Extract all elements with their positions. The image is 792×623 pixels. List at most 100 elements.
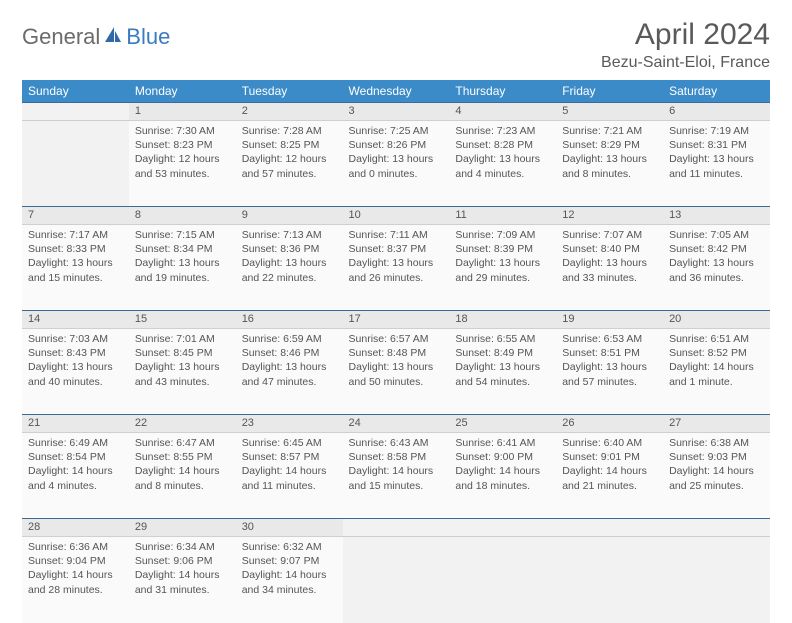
day-content-cell: Sunrise: 6:32 AMSunset: 9:07 PMDaylight:… [236, 537, 343, 623]
day-content-cell: Sunrise: 6:59 AMSunset: 8:46 PMDaylight:… [236, 329, 343, 415]
day-number-cell [556, 519, 663, 537]
day-content-cell: Sunrise: 6:45 AMSunset: 8:57 PMDaylight:… [236, 433, 343, 519]
daylight-line-1: Daylight: 13 hours [562, 256, 657, 270]
day-number-cell: 8 [129, 207, 236, 225]
sunrise-line: Sunrise: 6:36 AM [28, 540, 123, 554]
daylight-line-2: and 26 minutes. [349, 271, 444, 285]
content-row: Sunrise: 6:36 AMSunset: 9:04 PMDaylight:… [22, 537, 770, 623]
day-number-cell: 21 [22, 415, 129, 433]
sunrise-line: Sunrise: 6:40 AM [562, 436, 657, 450]
daylight-line-1: Daylight: 12 hours [135, 152, 230, 166]
day-number-cell: 6 [663, 103, 770, 121]
day-number-cell: 29 [129, 519, 236, 537]
day-header: Monday [129, 80, 236, 103]
day-number-cell: 30 [236, 519, 343, 537]
logo-text-blue: Blue [126, 24, 170, 50]
daylight-line-2: and 33 minutes. [562, 271, 657, 285]
day-content-cell: Sunrise: 6:43 AMSunset: 8:58 PMDaylight:… [343, 433, 450, 519]
sunset-line: Sunset: 8:33 PM [28, 242, 123, 256]
sunset-line: Sunset: 8:42 PM [669, 242, 764, 256]
day-header: Tuesday [236, 80, 343, 103]
day-number-cell: 18 [449, 311, 556, 329]
day-header: Thursday [449, 80, 556, 103]
daylight-line-2: and 15 minutes. [349, 479, 444, 493]
daylight-line-1: Daylight: 14 hours [28, 464, 123, 478]
daylight-line-1: Daylight: 13 hours [562, 360, 657, 374]
daylight-line-2: and 19 minutes. [135, 271, 230, 285]
sunset-line: Sunset: 8:55 PM [135, 450, 230, 464]
daylight-line-1: Daylight: 14 hours [28, 568, 123, 582]
daylight-line-1: Daylight: 13 hours [455, 152, 550, 166]
sunrise-line: Sunrise: 7:01 AM [135, 332, 230, 346]
day-content-cell [343, 537, 450, 623]
day-number-cell [449, 519, 556, 537]
day-number-cell: 15 [129, 311, 236, 329]
daylight-line-2: and 11 minutes. [669, 167, 764, 181]
daylight-line-2: and 50 minutes. [349, 375, 444, 389]
day-content-cell: Sunrise: 6:51 AMSunset: 8:52 PMDaylight:… [663, 329, 770, 415]
sunset-line: Sunset: 9:03 PM [669, 450, 764, 464]
daylight-line-2: and 18 minutes. [455, 479, 550, 493]
daylight-line-2: and 57 minutes. [562, 375, 657, 389]
day-content-cell: Sunrise: 7:23 AMSunset: 8:28 PMDaylight:… [449, 121, 556, 207]
sunrise-line: Sunrise: 6:34 AM [135, 540, 230, 554]
logo-text-general: General [22, 24, 100, 50]
title-block: April 2024 Bezu-Saint-Eloi, France [601, 18, 770, 72]
day-content-cell: Sunrise: 7:17 AMSunset: 8:33 PMDaylight:… [22, 225, 129, 311]
sunrise-line: Sunrise: 7:11 AM [349, 228, 444, 242]
day-number-cell: 26 [556, 415, 663, 433]
day-number-cell: 17 [343, 311, 450, 329]
sunset-line: Sunset: 8:49 PM [455, 346, 550, 360]
daylight-line-1: Daylight: 13 hours [349, 152, 444, 166]
sunset-line: Sunset: 8:52 PM [669, 346, 764, 360]
sunrise-line: Sunrise: 6:59 AM [242, 332, 337, 346]
sunrise-line: Sunrise: 6:45 AM [242, 436, 337, 450]
sunrise-line: Sunrise: 7:28 AM [242, 124, 337, 138]
sunset-line: Sunset: 8:28 PM [455, 138, 550, 152]
day-content-cell: Sunrise: 6:57 AMSunset: 8:48 PMDaylight:… [343, 329, 450, 415]
daylight-line-2: and 40 minutes. [28, 375, 123, 389]
day-content-cell: Sunrise: 7:05 AMSunset: 8:42 PMDaylight:… [663, 225, 770, 311]
sunset-line: Sunset: 8:34 PM [135, 242, 230, 256]
day-number-cell: 4 [449, 103, 556, 121]
day-number-cell [343, 519, 450, 537]
daylight-line-1: Daylight: 13 hours [562, 152, 657, 166]
sunrise-line: Sunrise: 6:38 AM [669, 436, 764, 450]
sunrise-line: Sunrise: 6:53 AM [562, 332, 657, 346]
sunrise-line: Sunrise: 6:51 AM [669, 332, 764, 346]
daylight-line-2: and 11 minutes. [242, 479, 337, 493]
sunrise-line: Sunrise: 7:25 AM [349, 124, 444, 138]
sunrise-line: Sunrise: 7:19 AM [669, 124, 764, 138]
day-number-cell: 24 [343, 415, 450, 433]
daylight-line-2: and 54 minutes. [455, 375, 550, 389]
daylight-line-2: and 21 minutes. [562, 479, 657, 493]
daylight-line-1: Daylight: 12 hours [242, 152, 337, 166]
day-content-cell: Sunrise: 7:11 AMSunset: 8:37 PMDaylight:… [343, 225, 450, 311]
day-content-cell: Sunrise: 7:25 AMSunset: 8:26 PMDaylight:… [343, 121, 450, 207]
daylight-line-2: and 8 minutes. [562, 167, 657, 181]
day-content-cell [22, 121, 129, 207]
day-number-cell [663, 519, 770, 537]
daylight-line-2: and 4 minutes. [455, 167, 550, 181]
content-row: Sunrise: 7:17 AMSunset: 8:33 PMDaylight:… [22, 225, 770, 311]
daylight-line-1: Daylight: 14 hours [562, 464, 657, 478]
content-row: Sunrise: 7:30 AMSunset: 8:23 PMDaylight:… [22, 121, 770, 207]
day-content-cell [556, 537, 663, 623]
sunset-line: Sunset: 8:45 PM [135, 346, 230, 360]
day-content-cell: Sunrise: 6:49 AMSunset: 8:54 PMDaylight:… [22, 433, 129, 519]
day-number-cell [22, 103, 129, 121]
daynum-row: 14151617181920 [22, 311, 770, 329]
sunset-line: Sunset: 9:07 PM [242, 554, 337, 568]
sunset-line: Sunset: 8:48 PM [349, 346, 444, 360]
day-content-cell: Sunrise: 6:53 AMSunset: 8:51 PMDaylight:… [556, 329, 663, 415]
day-number-cell: 1 [129, 103, 236, 121]
daylight-line-1: Daylight: 14 hours [242, 464, 337, 478]
sunset-line: Sunset: 8:37 PM [349, 242, 444, 256]
day-header: Friday [556, 80, 663, 103]
daylight-line-2: and 8 minutes. [135, 479, 230, 493]
day-content-cell: Sunrise: 7:19 AMSunset: 8:31 PMDaylight:… [663, 121, 770, 207]
daylight-line-1: Daylight: 13 hours [28, 256, 123, 270]
day-number-cell: 28 [22, 519, 129, 537]
sunrise-line: Sunrise: 6:57 AM [349, 332, 444, 346]
daylight-line-2: and 47 minutes. [242, 375, 337, 389]
